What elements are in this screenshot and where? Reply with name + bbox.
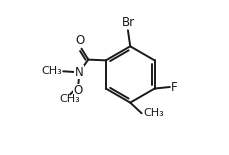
Text: O: O	[75, 34, 85, 47]
Text: CH₃: CH₃	[59, 95, 79, 104]
Text: F: F	[171, 80, 177, 93]
Text: CH₃: CH₃	[41, 66, 62, 76]
Text: N: N	[74, 66, 83, 79]
Text: Br: Br	[121, 16, 134, 29]
Text: CH₃: CH₃	[142, 108, 163, 118]
Text: O: O	[74, 84, 83, 97]
